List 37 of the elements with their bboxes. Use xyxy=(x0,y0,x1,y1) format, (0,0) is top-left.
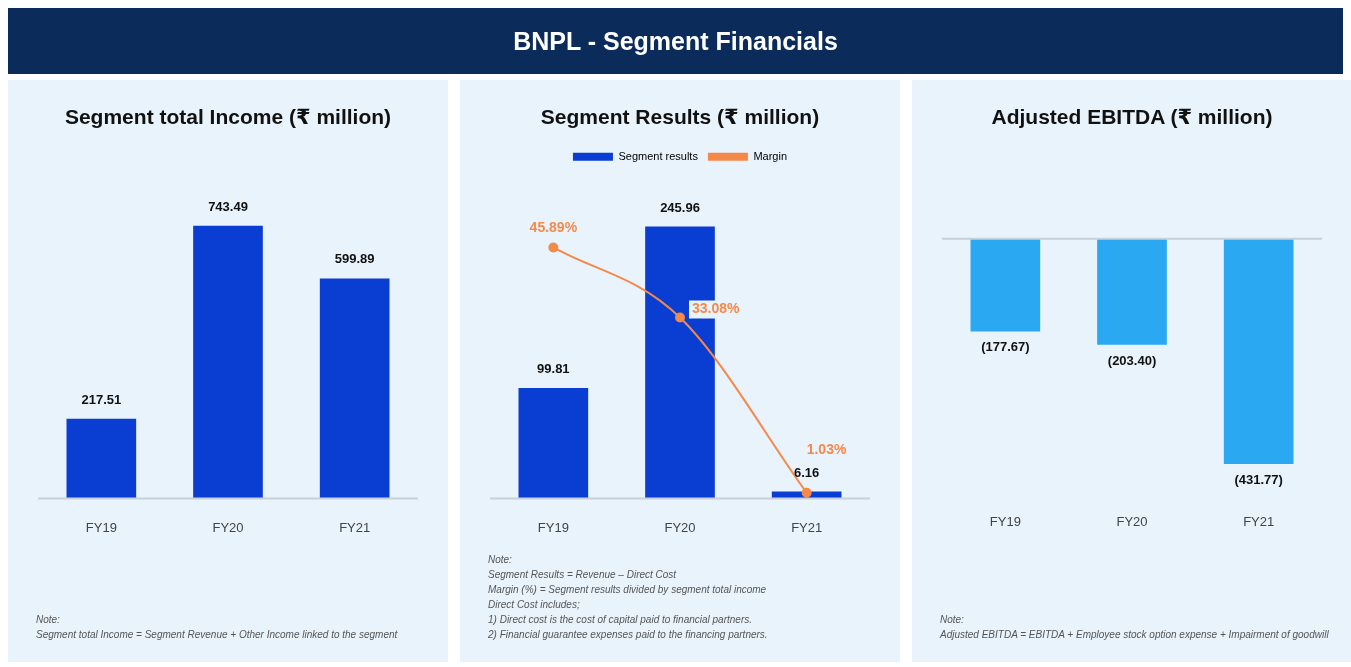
text: Note: xyxy=(488,553,513,567)
data-label: 217.51 xyxy=(81,391,122,407)
data-label: (177.67) xyxy=(981,339,1030,355)
text: Segment Results = Revenue – Direct Cost xyxy=(488,568,678,582)
text: Direct Cost includes; xyxy=(488,598,581,612)
x-tick-label: FY21 xyxy=(339,519,371,535)
data-label: 245.96 xyxy=(660,199,700,215)
text: Note: xyxy=(940,613,965,627)
text: Adjusted EBITDA = EBITDA + Employee stock option expense + Impairment of goodwill xyxy=(940,628,1330,642)
x-tick-label: FY20 xyxy=(664,519,696,535)
text: Margin (%) = Segment results divided by segment total income xyxy=(488,583,768,597)
chart-title: Segment total Income (₹ million) xyxy=(64,105,392,129)
chart-title: Adjusted EBITDA (₹ million) xyxy=(991,105,1273,129)
x-tick-label: FY19 xyxy=(85,519,117,535)
x-tick-label: FY20 xyxy=(1116,513,1148,529)
x-tick-label: FY19 xyxy=(989,513,1021,529)
data-label: 45.89% xyxy=(529,219,578,236)
text: BNPL - Segment Financials xyxy=(8,8,1343,74)
x-tick-label: FY21 xyxy=(1243,513,1275,529)
data-label: (203.40) xyxy=(1107,352,1157,368)
chart-title: Segment Results (₹ million) xyxy=(540,105,820,129)
data-label: 6.16 xyxy=(794,464,820,480)
legend-label: Segment results xyxy=(618,149,699,162)
legend-label: Margin xyxy=(753,149,788,162)
text: 2) Financial guarantee expenses paid to the financing partners. xyxy=(488,628,769,642)
x-tick-label: FY19 xyxy=(537,519,569,535)
data-label: 99.81 xyxy=(537,361,570,377)
x-tick-label: FY20 xyxy=(212,519,244,535)
data-label: 599.89 xyxy=(334,251,375,267)
x-tick-label: FY21 xyxy=(791,519,823,535)
text: Segment total Income = Segment Revenue + Other Income linked to the segment xyxy=(36,628,399,642)
data-label: 1.03% xyxy=(806,441,847,458)
data-label: 33.08% xyxy=(692,300,741,317)
data-label: (431.77) xyxy=(1234,471,1283,487)
text: 1) Direct cost is the cost of capital paid to financial partners. xyxy=(488,613,753,627)
text: Note: xyxy=(36,613,61,627)
data-label: 743.49 xyxy=(208,198,248,214)
